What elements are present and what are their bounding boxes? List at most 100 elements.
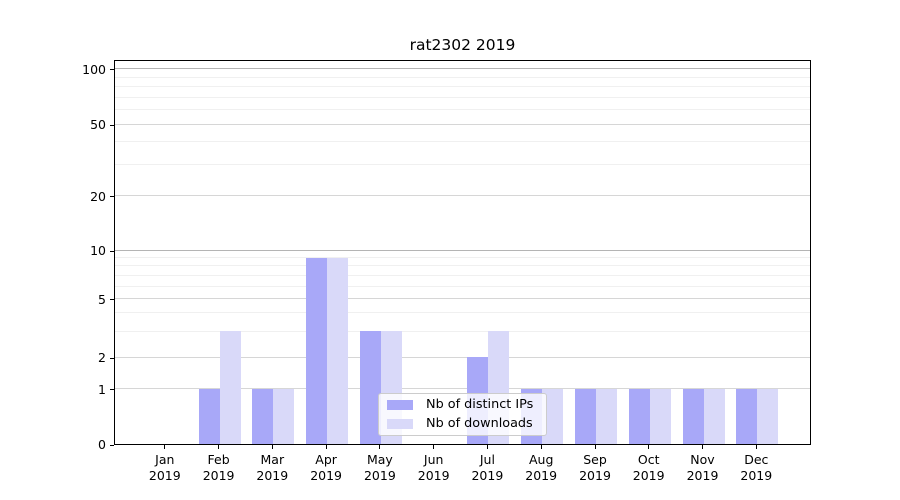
minor-gridline <box>115 108 810 110</box>
x-tick-label: Oct 2019 <box>619 452 679 484</box>
bar <box>596 388 617 444</box>
bar <box>306 257 328 444</box>
x-tick-mark <box>325 445 327 449</box>
x-tick-label: Sep 2019 <box>565 452 625 484</box>
y-tick-mark <box>110 124 114 126</box>
legend-entry: Nb of distinct IPs <box>387 398 538 412</box>
major-gridline <box>115 195 810 197</box>
minor-gridline <box>115 274 810 276</box>
bar <box>628 388 650 444</box>
x-tick-year: 2019 <box>202 468 235 483</box>
bar <box>575 388 596 444</box>
bar <box>736 388 758 444</box>
chart-title: rat2302 2019 <box>409 36 516 54</box>
minor-gridline <box>115 285 810 287</box>
minor-gridline <box>115 312 810 314</box>
x-tick-mark <box>486 445 488 449</box>
y-tick-label: 0 <box>98 437 106 452</box>
x-tick-month: Jan <box>155 452 175 467</box>
y-tick-mark <box>110 299 114 301</box>
bar <box>359 331 381 444</box>
minor-gridline <box>115 76 810 78</box>
major-gridline <box>115 298 810 300</box>
x-tick-year: 2019 <box>686 468 719 483</box>
x-tick-mark <box>648 445 650 449</box>
x-tick-label: Mar 2019 <box>242 452 302 484</box>
x-tick-month: May <box>366 452 393 467</box>
y-tick-label: 100 <box>82 61 106 77</box>
legend-swatch <box>387 400 413 410</box>
x-tick-month: Mar <box>260 452 285 467</box>
y-tick-mark <box>110 250 114 252</box>
bar <box>273 388 295 444</box>
x-tick-mark <box>755 445 757 449</box>
x-tick-month: Sep <box>583 452 607 467</box>
y-tick-mark <box>110 196 114 198</box>
major-gridline <box>115 68 810 70</box>
x-tick-mark <box>594 445 596 449</box>
x-tick-label: Feb 2019 <box>189 452 249 484</box>
y-tick-mark <box>110 444 114 446</box>
x-tick-label: Jan 2019 <box>135 452 195 484</box>
minor-gridline <box>115 265 810 267</box>
x-tick-mark <box>702 445 703 449</box>
bar <box>649 388 671 444</box>
x-tick-year: 2019 <box>148 468 181 483</box>
x-tick-month: Nov <box>690 452 715 467</box>
minor-gridline <box>115 96 810 98</box>
x-tick-label: Jun 2019 <box>404 452 464 484</box>
minor-gridline <box>115 163 810 165</box>
x-tick-label: Aug 2019 <box>511 452 571 484</box>
x-tick-year: 2019 <box>256 468 289 483</box>
x-tick-year: 2019 <box>363 468 396 483</box>
legend-entry: Nb of downloads <box>387 417 538 431</box>
x-tick-label: Dec 2019 <box>726 452 786 484</box>
bar <box>703 388 725 444</box>
x-tick-label: Nov 2019 <box>673 452 733 484</box>
plot-area: Nb of distinct IPs Nb of downloads <box>114 60 811 445</box>
minor-gridline <box>115 85 810 87</box>
y-tick-mark <box>110 389 114 391</box>
x-tick-year: 2019 <box>740 468 773 483</box>
x-tick-month: Dec <box>744 452 769 467</box>
x-tick-mark <box>271 445 273 449</box>
x-tick-year: 2019 <box>417 468 450 483</box>
minor-gridline <box>115 141 810 142</box>
x-tick-label: Apr 2019 <box>296 452 356 484</box>
x-tick-mark <box>164 445 166 449</box>
major-gridline <box>115 356 810 358</box>
x-tick-month: Oct <box>637 452 660 467</box>
major-gridline <box>115 388 810 390</box>
major-gridline <box>115 123 810 125</box>
x-tick-year: 2019 <box>632 468 665 483</box>
bar <box>327 257 349 444</box>
y-tick-label: 5 <box>98 291 106 307</box>
y-tick-label: 10 <box>90 243 106 259</box>
x-tick-mark <box>433 445 435 449</box>
bar <box>757 388 779 444</box>
bar <box>542 388 564 444</box>
major-gridline <box>115 249 810 251</box>
x-tick-month: Feb <box>207 452 230 467</box>
bar <box>252 388 274 444</box>
x-tick-year: 2019 <box>310 468 342 483</box>
bar <box>198 388 220 444</box>
x-tick-mark <box>218 445 220 449</box>
x-tick-month: Jun <box>423 452 444 467</box>
x-tick-month: Jul <box>479 452 495 467</box>
x-tick-month: Aug <box>528 452 554 467</box>
x-tick-mark <box>540 445 542 449</box>
y-tick-mark <box>110 357 114 359</box>
x-tick-year: 2019 <box>471 468 504 483</box>
x-tick-year: 2019 <box>579 468 611 483</box>
x-tick-year: 2019 <box>525 468 558 483</box>
x-tick-label: Jul 2019 <box>457 452 517 484</box>
x-tick-month: Apr <box>315 452 337 467</box>
y-tick-label: 1 <box>98 381 106 397</box>
y-tick-label: 2 <box>98 350 106 366</box>
y-tick-label: 20 <box>90 188 106 204</box>
legend: Nb of distinct IPs Nb of downloads <box>378 393 547 436</box>
legend-label: Nb of distinct IPs <box>426 397 534 412</box>
y-tick-mark <box>110 69 114 71</box>
